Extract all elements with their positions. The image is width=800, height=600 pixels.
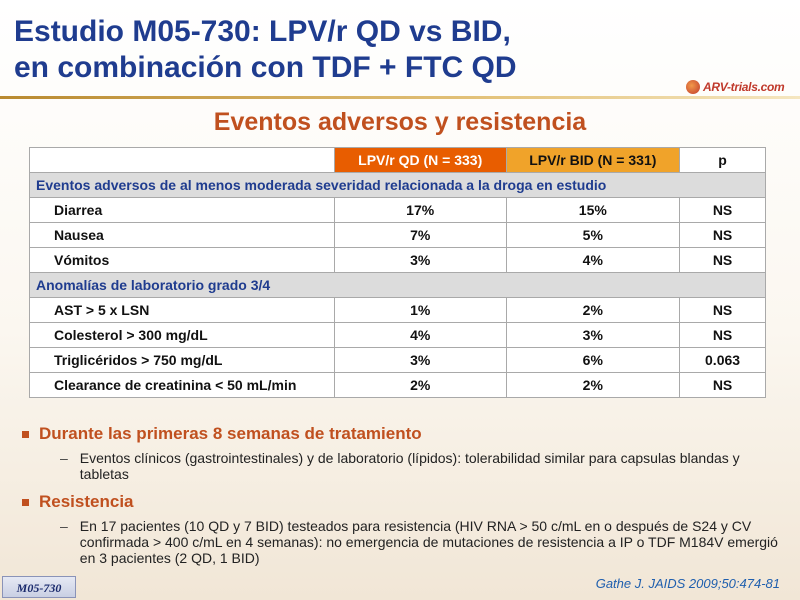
row-label: Vómitos: [29, 247, 335, 273]
cell-p: 0.063: [679, 347, 766, 373]
row-label: Diarrea: [29, 197, 335, 223]
header-bid: LPV/r BID (N = 331): [505, 147, 681, 173]
table-row: Diarrea 17% 15% NS: [29, 197, 766, 223]
logo-text: ARV-trials.com: [703, 80, 785, 94]
cell-qd: 1%: [333, 297, 507, 323]
section-row-lab-anomalies: Anomalías de laboratorio grado 3/4: [29, 272, 766, 298]
cell-bid: 5%: [505, 222, 681, 248]
row-label: Clearance de creatinina < 50 mL/min: [29, 372, 335, 398]
bullet-item: Durante las primeras 8 semanas de tratam…: [22, 424, 782, 444]
logo-mark-icon: [686, 80, 700, 94]
table-row: Clearance de creatinina < 50 mL/min 2% 2…: [29, 372, 766, 398]
bullet-item: Resistencia: [22, 492, 782, 512]
cell-qd: 17%: [333, 197, 507, 223]
title-line-1: Estudio M05-730: LPV/r QD vs BID,: [14, 15, 511, 48]
citation: Gathe J. JAIDS 2009;50:474-81: [595, 576, 780, 591]
row-label: AST > 5 x LSN: [29, 297, 335, 323]
table-row: AST > 5 x LSN 1% 2% NS: [29, 297, 766, 323]
section-title: Anomalías de laboratorio grado 3/4: [29, 272, 766, 298]
slide-subtitle: Eventos adversos y resistencia: [213, 108, 587, 136]
section-row-adverse-events: Eventos adversos de al menos moderada se…: [29, 172, 766, 198]
bullet-list: Durante las primeras 8 semanas de tratam…: [22, 424, 782, 576]
cell-bid: 2%: [505, 297, 681, 323]
slide-title: Estudio M05-730: LPV/r QD vs BID, en com…: [14, 14, 654, 86]
header-p: p: [679, 147, 766, 173]
cell-p: NS: [679, 297, 766, 323]
square-bullet-icon: [22, 431, 29, 438]
header-blank-cell: [29, 147, 335, 173]
cell-p: NS: [679, 197, 766, 223]
dash-bullet-icon: –: [60, 450, 68, 466]
cell-p: NS: [679, 247, 766, 273]
cell-qd: 3%: [333, 347, 507, 373]
section-title: Eventos adversos de al menos moderada se…: [29, 172, 766, 198]
arv-trials-logo: ARV-trials.com: [686, 80, 785, 94]
cell-qd: 2%: [333, 372, 507, 398]
title-divider: [0, 96, 800, 99]
sub-bullet-text: En 17 pacientes (10 QD y 7 BID) testeado…: [79, 518, 778, 566]
square-bullet-icon: [22, 499, 29, 506]
sub-bullet-item: – En 17 pacientes (10 QD y 7 BID) testea…: [60, 518, 782, 566]
table-row: Vómitos 3% 4% NS: [29, 247, 766, 273]
bullet-title: Durante las primeras 8 semanas de tratam…: [39, 424, 422, 443]
cell-qd: 4%: [333, 322, 507, 348]
cell-p: NS: [679, 372, 766, 398]
row-label: Triglicéridos > 750 mg/dL: [29, 347, 335, 373]
cell-bid: 15%: [505, 197, 681, 223]
table-row: Colesterol > 300 mg/dL 4% 3% NS: [29, 322, 766, 348]
title-line-2: en combinación con TDF + FTC QD: [14, 51, 517, 84]
cell-bid: 6%: [505, 347, 681, 373]
header-qd: LPV/r QD (N = 333): [333, 147, 507, 173]
cell-bid: 4%: [505, 247, 681, 273]
cell-qd: 3%: [333, 247, 507, 273]
study-badge: M05-730: [2, 576, 76, 598]
cell-p: NS: [679, 222, 766, 248]
cell-bid: 2%: [505, 372, 681, 398]
adverse-events-table: LPV/r QD (N = 333) LPV/r BID (N = 331) p…: [29, 147, 766, 398]
row-label: Colesterol > 300 mg/dL: [29, 322, 335, 348]
table-header-row: LPV/r QD (N = 333) LPV/r BID (N = 331) p: [29, 147, 766, 173]
dash-bullet-icon: –: [60, 518, 68, 534]
sub-bullet-item: – Eventos clínicos (gastrointestinales) …: [60, 450, 782, 482]
cell-qd: 7%: [333, 222, 507, 248]
cell-bid: 3%: [505, 322, 681, 348]
cell-p: NS: [679, 322, 766, 348]
sub-bullet-text: Eventos clínicos (gastrointestinales) y …: [79, 450, 740, 482]
bullet-title: Resistencia: [39, 492, 134, 511]
table-row: Triglicéridos > 750 mg/dL 3% 6% 0.063: [29, 347, 766, 373]
row-label: Nausea: [29, 222, 335, 248]
table-row: Nausea 7% 5% NS: [29, 222, 766, 248]
